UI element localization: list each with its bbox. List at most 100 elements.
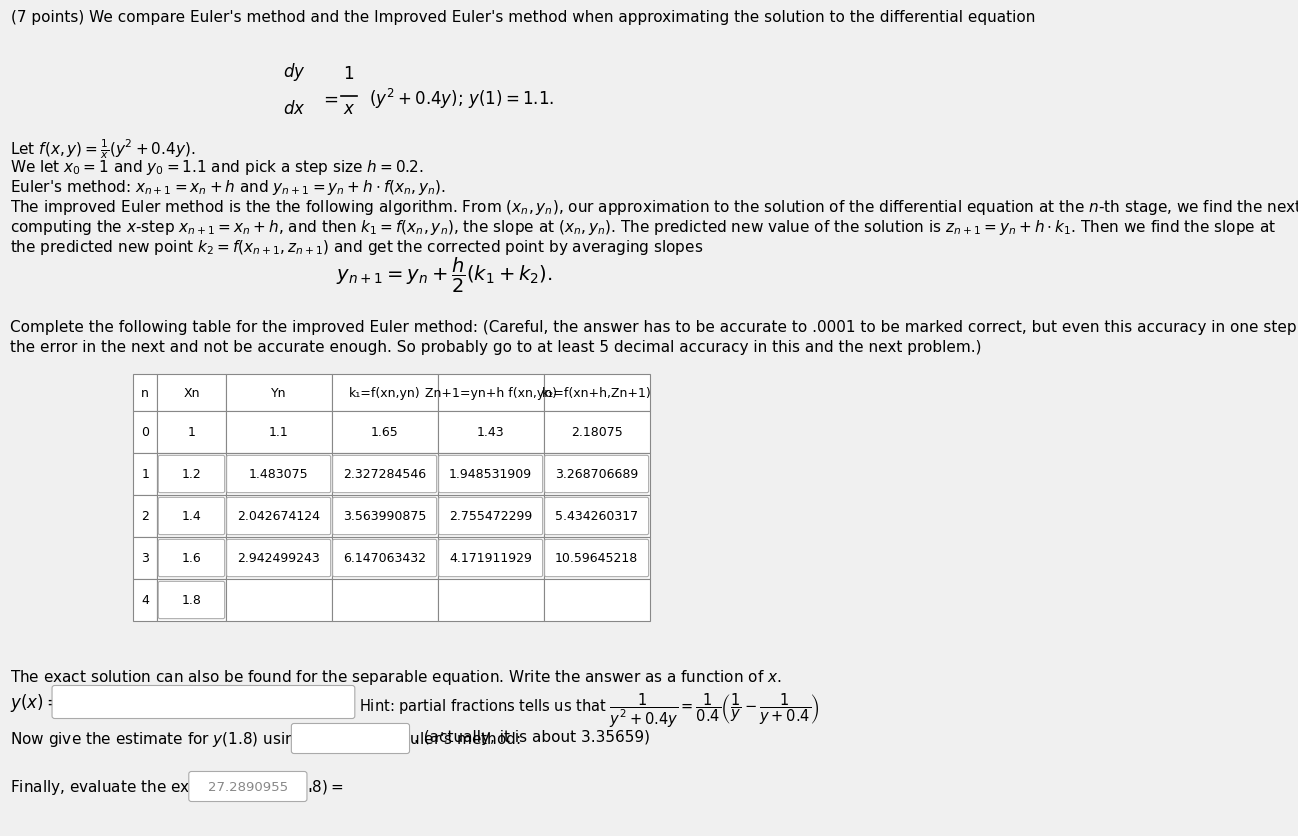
Bar	[437, 375, 544, 411]
Bar	[544, 496, 649, 538]
Text: the error in the next and not be accurate enough. So probably go to at least 5 d: the error in the next and not be accurat…	[10, 339, 981, 354]
Text: 3: 3	[141, 552, 149, 565]
Bar	[226, 538, 332, 579]
FancyBboxPatch shape	[52, 686, 354, 719]
Text: $y_{n+1} = y_n + \dfrac{h}{2}(k_1 + k_2).$: $y_{n+1} = y_n + \dfrac{h}{2}(k_1 + k_2)…	[336, 255, 552, 294]
Bar	[544, 538, 649, 579]
Text: 4: 4	[141, 594, 149, 607]
FancyBboxPatch shape	[545, 540, 649, 577]
Text: n: n	[141, 386, 149, 400]
Text: $=$: $=$	[321, 90, 339, 108]
Text: 2.942499243: 2.942499243	[238, 552, 321, 565]
FancyBboxPatch shape	[439, 497, 543, 535]
Bar	[544, 375, 649, 411]
Text: computing the $x$-step $x_{n+1} = x_n + h$, and then $k_1 = f(x_n, y_n)$, the sl: computing the $x$-step $x_{n+1} = x_n + …	[10, 217, 1276, 237]
Bar	[157, 375, 226, 411]
Bar	[134, 496, 157, 538]
Bar	[134, 411, 157, 453]
FancyBboxPatch shape	[332, 456, 436, 493]
Text: Now give the estimate for $y(1.8)$ using the original Euler's method:: Now give the estimate for $y(1.8)$ using…	[10, 729, 520, 748]
Bar	[157, 453, 226, 496]
Text: $(y^2 + 0.4y);$: $(y^2 + 0.4y);$	[369, 87, 463, 111]
Text: 1: 1	[141, 468, 149, 481]
Bar	[437, 411, 544, 453]
Text: 2.042674124: 2.042674124	[238, 510, 321, 522]
FancyBboxPatch shape	[158, 456, 225, 493]
Text: $dx$: $dx$	[283, 99, 305, 118]
FancyBboxPatch shape	[545, 497, 649, 535]
Bar	[157, 411, 226, 453]
Text: 2.327284546: 2.327284546	[343, 468, 426, 481]
Bar	[226, 496, 332, 538]
Bar	[157, 579, 226, 621]
FancyBboxPatch shape	[227, 456, 331, 493]
Text: Hint: partial fractions tells us that $\dfrac{1}{y^2+0.4y} = \dfrac{1}{0.4}\left: Hint: partial fractions tells us that $\…	[360, 691, 820, 729]
Text: . (actually, it is about 3.35659): . (actually, it is about 3.35659)	[414, 729, 650, 744]
Bar	[332, 579, 437, 621]
Bar	[134, 375, 157, 411]
Text: Yn: Yn	[271, 386, 287, 400]
Text: 1.43: 1.43	[476, 426, 505, 439]
Text: 1: 1	[187, 426, 196, 439]
Bar	[544, 453, 649, 496]
Text: $y(x) =$: $y(x) =$	[10, 691, 61, 713]
Text: $1$: $1$	[343, 65, 354, 83]
Text: Let $f(x, y) = \frac{1}{x}(y^2 + 0.4y).$: Let $f(x, y) = \frac{1}{x}(y^2 + 0.4y).$	[10, 138, 196, 161]
Text: 1.1: 1.1	[269, 426, 288, 439]
Bar	[134, 453, 157, 496]
Text: 27.2890955: 27.2890955	[208, 780, 288, 793]
Bar	[332, 453, 437, 496]
FancyBboxPatch shape	[158, 582, 225, 619]
FancyBboxPatch shape	[291, 724, 410, 753]
Text: 1.2: 1.2	[182, 468, 201, 481]
Text: Complete the following table for the improved Euler method: (Careful, the answer: Complete the following table for the imp…	[10, 319, 1298, 334]
Text: k₁=f(xn,yn): k₁=f(xn,yn)	[349, 386, 421, 400]
Text: 1.483075: 1.483075	[249, 468, 309, 481]
Text: 1.948531909: 1.948531909	[449, 468, 532, 481]
Bar	[332, 538, 437, 579]
FancyBboxPatch shape	[188, 772, 306, 802]
Text: 1.6: 1.6	[182, 552, 201, 565]
Bar	[437, 496, 544, 538]
Bar	[332, 411, 437, 453]
Bar	[134, 538, 157, 579]
Bar	[134, 579, 157, 621]
Bar	[226, 579, 332, 621]
Text: 2: 2	[141, 510, 149, 522]
Bar	[226, 453, 332, 496]
Bar	[226, 411, 332, 453]
Text: $dy$: $dy$	[283, 61, 305, 83]
Text: 2.755472299: 2.755472299	[449, 510, 532, 522]
Bar	[437, 579, 544, 621]
FancyBboxPatch shape	[227, 540, 331, 577]
Text: 6.147063432: 6.147063432	[343, 552, 426, 565]
Text: The exact solution can also be found for the separable equation. Write the answe: The exact solution can also be found for…	[10, 667, 781, 686]
Text: 1.65: 1.65	[371, 426, 398, 439]
Bar	[437, 453, 544, 496]
Text: 1.4: 1.4	[182, 510, 201, 522]
FancyBboxPatch shape	[227, 497, 331, 535]
Text: 3.563990875: 3.563990875	[343, 510, 426, 522]
Text: 0: 0	[141, 426, 149, 439]
Bar	[332, 496, 437, 538]
Bar	[157, 496, 226, 538]
Text: 1.8: 1.8	[182, 594, 201, 607]
Text: 4.171911929: 4.171911929	[449, 552, 532, 565]
FancyBboxPatch shape	[545, 456, 649, 493]
Bar	[544, 411, 649, 453]
Text: 2.18075: 2.18075	[571, 426, 623, 439]
Text: k₂=f(xn+h,Zn+1): k₂=f(xn+h,Zn+1)	[541, 386, 652, 400]
Text: The improved Euler method is the the following algorithm. From $(x_n, y_n)$, our: The improved Euler method is the the fol…	[10, 198, 1298, 217]
Text: $x$: $x$	[343, 99, 354, 118]
Text: $y(1) = 1.1.$: $y(1) = 1.1.$	[469, 88, 554, 110]
Text: (7 points) We compare Euler's method and the Improved Euler's method when approx: (7 points) We compare Euler's method and…	[10, 10, 1035, 25]
Text: Euler's method: $x_{n+1} = x_n + h$ and $y_{n+1} = y_n + h \cdot f(x_n, y_n).$: Euler's method: $x_{n+1} = x_n + h$ and …	[10, 178, 447, 196]
Text: .: .	[308, 777, 313, 792]
Text: Finally, evaluate the exact solution $y(1.8) =$: Finally, evaluate the exact solution $y(…	[10, 777, 344, 796]
Text: 5.434260317: 5.434260317	[556, 510, 639, 522]
Text: the predicted new point $k_2 = f(x_{n+1}, z_{n+1})$ and get the corrected point : the predicted new point $k_2 = f(x_{n+1}…	[10, 237, 704, 257]
Bar	[437, 538, 544, 579]
Bar	[332, 375, 437, 411]
FancyBboxPatch shape	[158, 497, 225, 535]
Bar	[544, 579, 649, 621]
